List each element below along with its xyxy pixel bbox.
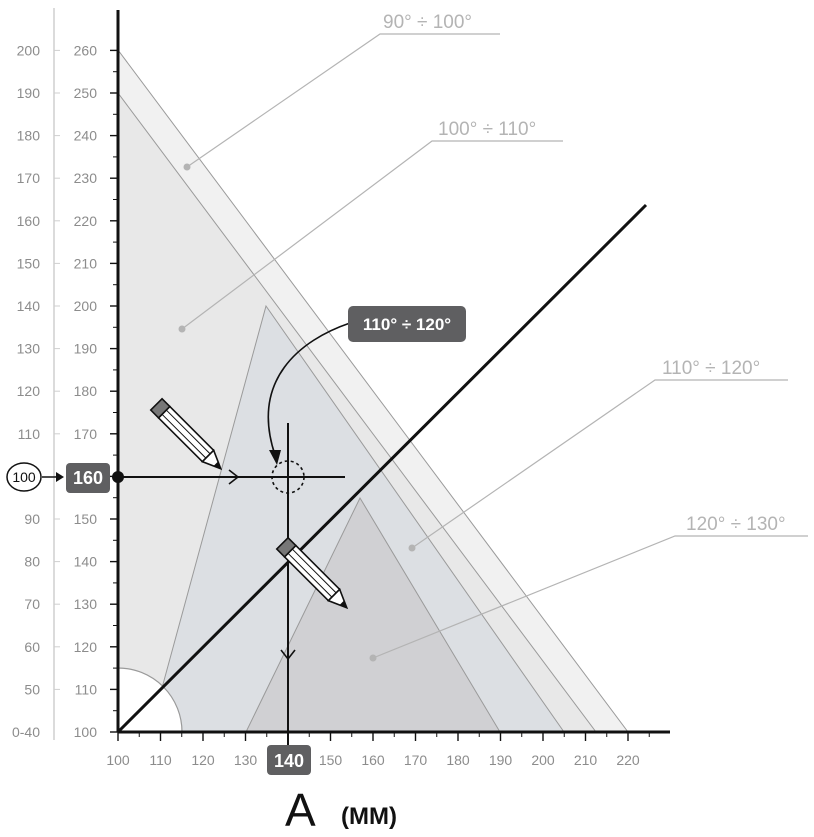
outer-tick-label: 110 <box>18 426 41 442</box>
x-tick-label: 110 <box>149 752 172 768</box>
outer-tick-label: 90 <box>24 511 40 527</box>
inner-tick-label: 100 <box>74 724 98 740</box>
outer-tick-label: 70 <box>24 596 40 612</box>
inner-scale-ticks: 100 110 120 130 140 150 160 170 180 190 200 210 220 2… <box>74 42 118 740</box>
outer-tick-label: 150 <box>17 255 41 271</box>
outer-value-marker: 100 <box>6 462 64 492</box>
callout-arrow <box>267 322 351 456</box>
diagonal-line <box>116 203 648 734</box>
inner-tick-label: 120 <box>74 639 98 655</box>
leader-120-130 <box>369 535 808 662</box>
x-tick-label: 180 <box>446 752 470 768</box>
outer-tick-label: 180 <box>17 128 41 144</box>
inner-tick-label: 230 <box>74 170 98 186</box>
inner-tick-label: 200 <box>74 298 98 314</box>
inner-value-box <box>66 463 110 493</box>
callout-label: 110° ÷ 120° <box>363 315 451 334</box>
inner-tick-label: 190 <box>74 341 98 357</box>
outer-tick-label: 60 <box>24 639 40 655</box>
inner-tick-label: 150 <box>74 511 98 527</box>
x-axis-title: A <box>285 784 316 836</box>
horizontal-arrow <box>228 469 240 485</box>
outer-tick-label: 170 <box>17 170 41 186</box>
x-tick-label: 130 <box>234 752 258 768</box>
outer-tick-label: 130 <box>17 341 41 357</box>
x-tick-label: 100 <box>106 752 130 768</box>
zone-label-110-120: 110° ÷ 120° <box>662 358 760 379</box>
callout-arrowhead <box>269 450 281 465</box>
x-tick-label: 220 <box>616 752 640 768</box>
inner-tick-label: 250 <box>74 85 98 101</box>
zone-label-90-100: 90° ÷ 100° <box>383 12 472 33</box>
inner-tick-label: 110 <box>75 681 98 697</box>
zone-label-100-110: 100° ÷ 110° <box>438 119 536 140</box>
outer-scale-ticks: 0-40 50 60 70 80 90 100 110 120 130 140 150 160 170 18… <box>12 42 60 740</box>
zone-label-120-130: 120° ÷ 130° <box>686 514 786 535</box>
x-tick-label: 160 <box>361 752 385 768</box>
start-dot <box>112 471 124 483</box>
intersection-marker <box>271 460 305 494</box>
outer-tick-label: 0-40 <box>12 724 40 740</box>
leader-90-100 <box>183 33 500 171</box>
leader-100-110 <box>178 140 563 333</box>
outer-tick-label: 190 <box>17 85 41 101</box>
outer-tick-label: 120 <box>17 383 41 399</box>
x-tick-label: 210 <box>574 752 598 768</box>
x-axis-unit: (MM) <box>341 803 397 830</box>
outer-tick-label: 140 <box>17 298 41 314</box>
vertical-arrow <box>280 649 296 661</box>
pencil-icon <box>149 397 223 471</box>
x-tick-label: 170 <box>404 752 428 768</box>
outer-tick-label: 200 <box>17 42 41 58</box>
inner-tick-label: 180 <box>74 383 98 399</box>
inner-value-text: 160 <box>73 468 103 488</box>
pencil-icon <box>275 536 349 610</box>
outer-value-text: 100 <box>12 469 36 485</box>
outer-tick-label: 50 <box>24 681 40 697</box>
outer-tick-label: 160 <box>17 213 41 229</box>
inner-tick-label: 220 <box>74 213 98 229</box>
inner-tick-label: 140 <box>74 554 98 570</box>
x-value-box <box>267 745 311 775</box>
x-tick-label: 190 <box>489 752 513 768</box>
inner-tick-label: 170 <box>74 426 98 442</box>
inner-tick-label: 260 <box>74 42 98 58</box>
x-tick-label: 200 <box>531 752 555 768</box>
x-tick-label: 120 <box>191 752 215 768</box>
x-tick-label: 150 <box>319 752 343 768</box>
inner-tick-label: 240 <box>74 128 98 144</box>
leader-110-120 <box>408 379 788 552</box>
callout-box <box>348 306 466 342</box>
inner-tick-label: 210 <box>74 255 98 271</box>
inner-tick-label: 130 <box>74 596 98 612</box>
outer-tick-label: 80 <box>24 554 40 570</box>
x-value-text: 140 <box>274 751 304 771</box>
x-scale-ticks: 100 110 120 130 150 160 170 180 190 200 210 220 <box>106 732 650 768</box>
